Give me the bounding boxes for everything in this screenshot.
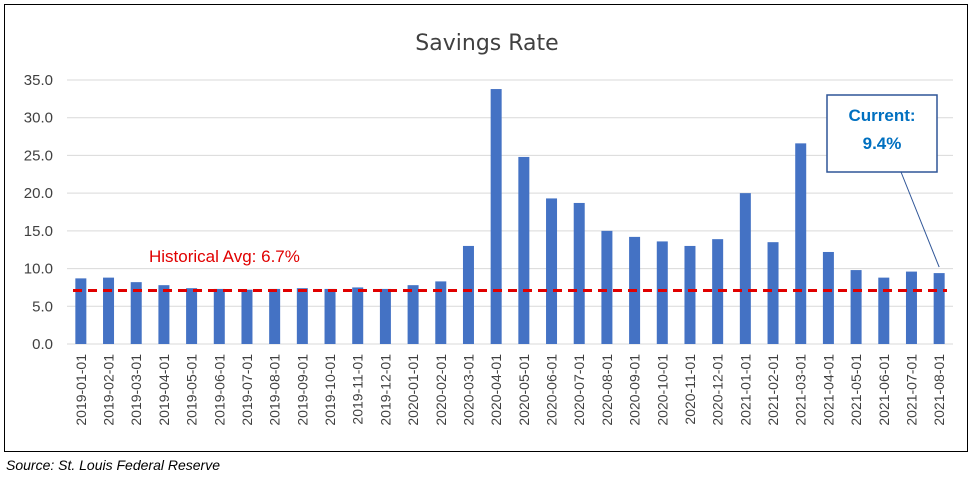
bar — [462, 245, 474, 344]
x-tick-label: 2020-03-01 — [460, 354, 476, 426]
bar — [518, 156, 530, 344]
gridlines — [67, 79, 953, 345]
x-tick-label: 2019-10-01 — [322, 354, 338, 426]
y-tick-label: 5.0 — [32, 298, 53, 315]
bar — [712, 239, 724, 344]
source-note: Source: St. Louis Federal Reserve — [6, 457, 220, 473]
bar — [241, 289, 253, 344]
y-tick-label: 25.0 — [24, 147, 53, 164]
bar — [822, 251, 834, 344]
x-tick-label: 2020-12-01 — [710, 354, 726, 426]
x-tick-label: 2020-04-01 — [488, 354, 504, 426]
x-tick-label: 2020-09-01 — [627, 354, 643, 426]
bar — [684, 245, 696, 344]
bar — [213, 288, 225, 344]
bar — [407, 285, 419, 344]
x-tick-label: 2019-02-01 — [101, 354, 117, 426]
bar — [435, 281, 447, 344]
x-axis-tick-labels: 2019-01-01 2019-02-01 2019-03-01 2019-04-01… — [73, 354, 947, 426]
bars — [75, 89, 945, 345]
x-tick-label: 2019-06-01 — [211, 354, 227, 426]
bar — [490, 89, 502, 345]
x-tick-label: 2021-04-01 — [820, 354, 836, 426]
y-tick-label: 20.0 — [24, 185, 53, 202]
x-tick-label: 2021-05-01 — [848, 354, 864, 426]
x-tick-label: 2019-05-01 — [184, 354, 200, 426]
bar — [850, 270, 862, 344]
y-axis-tick-labels: 0.0 5.0 10.0 15.0 20.0 25.0 30.0 35.0 — [24, 72, 53, 353]
y-tick-label: 35.0 — [24, 72, 53, 89]
bar — [905, 271, 917, 344]
y-tick-label: 0.0 — [32, 336, 53, 353]
bar — [269, 288, 281, 344]
x-tick-label: 2019-12-01 — [377, 354, 393, 426]
chart-frame: Savings Rate 0.0 5.0 10.0 15.0 20.0 25.0 30.0 3… — [4, 4, 968, 452]
historical-average: Historical Avg: 6.7% — [73, 247, 947, 292]
x-tick-label: 2019-11-01 — [350, 354, 366, 425]
y-tick-label: 10.0 — [24, 261, 53, 278]
x-tick-label: 2020-02-01 — [433, 354, 449, 426]
chart-title: Savings Rate — [415, 31, 558, 56]
y-tick-label: 30.0 — [24, 110, 53, 127]
bar — [379, 288, 391, 344]
historical-average-label: Historical Avg: 6.7% — [149, 247, 300, 266]
x-tick-label: 2020-07-01 — [571, 354, 587, 426]
bar — [767, 242, 779, 344]
bar — [75, 278, 87, 344]
bar — [739, 193, 751, 344]
bar — [352, 287, 364, 344]
bar — [933, 273, 945, 344]
bar — [296, 288, 308, 344]
bar — [130, 282, 142, 344]
bar — [795, 143, 807, 344]
x-tick-label: 2021-03-01 — [793, 354, 809, 426]
x-tick-label: 2019-03-01 — [128, 354, 144, 426]
bar — [573, 202, 585, 344]
x-tick-label: 2020-11-01 — [682, 354, 698, 425]
bar — [103, 277, 115, 344]
x-tick-label: 2019-01-01 — [73, 354, 89, 426]
bar — [324, 288, 336, 344]
x-tick-label: 2021-07-01 — [903, 354, 919, 426]
x-tick-label: 2020-01-01 — [405, 354, 421, 426]
bar — [601, 230, 613, 344]
x-tick-label: 2020-05-01 — [516, 354, 532, 426]
callout-label: Current: — [848, 106, 915, 125]
x-tick-label: 2019-09-01 — [294, 354, 310, 426]
current-callout: Current: 9.4% — [826, 94, 940, 268]
x-tick-label: 2021-08-01 — [931, 354, 947, 426]
callout-value: 9.4% — [863, 134, 902, 153]
x-tick-label: 2020-08-01 — [599, 354, 615, 426]
callout-box — [826, 94, 938, 173]
savings-rate-chart: Savings Rate 0.0 5.0 10.0 15.0 20.0 25.0 30.0 3… — [24, 31, 953, 426]
x-tick-label: 2021-02-01 — [765, 354, 781, 426]
bar — [546, 198, 558, 344]
x-tick-label: 2020-06-01 — [544, 354, 560, 426]
bar — [158, 285, 170, 344]
bar — [186, 288, 198, 344]
x-tick-label: 2021-01-01 — [737, 354, 753, 426]
x-tick-label: 2019-08-01 — [267, 354, 283, 426]
bar — [878, 277, 890, 344]
x-tick-label: 2019-04-01 — [156, 354, 172, 426]
x-tick-label: 2020-10-01 — [654, 354, 670, 426]
x-tick-label: 2021-06-01 — [876, 354, 892, 426]
x-tick-label: 2019-07-01 — [239, 354, 255, 426]
y-tick-label: 15.0 — [24, 223, 53, 240]
bar — [656, 241, 668, 344]
callout-pointer-line — [900, 171, 940, 268]
